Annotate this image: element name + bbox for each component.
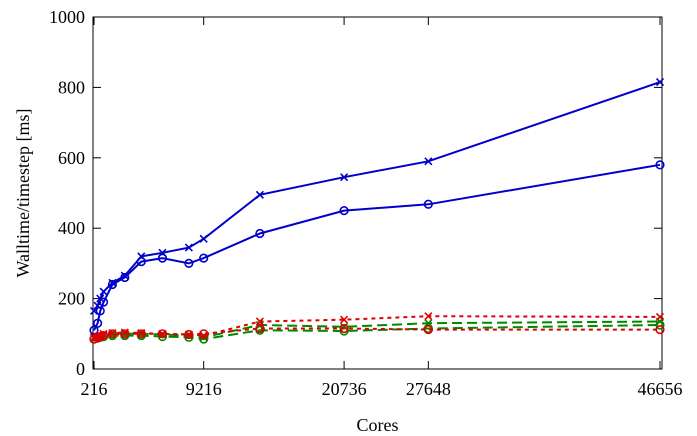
point-o-marker <box>136 329 146 339</box>
series-1 <box>89 78 665 315</box>
point-o-marker <box>255 323 265 334</box>
point-x-marker <box>255 317 264 326</box>
point-o-marker <box>199 329 209 339</box>
y-tick-label: 600 <box>58 148 85 168</box>
point-o-marker <box>184 329 194 340</box>
point-o-marker <box>107 329 118 339</box>
x-axis-title: Cores <box>357 415 399 435</box>
point-o-marker <box>199 253 209 263</box>
point-o-marker <box>423 324 433 335</box>
point-o-marker <box>655 324 665 335</box>
point-x-marker <box>424 157 433 166</box>
point-o-marker <box>98 297 109 307</box>
y-tick-label: 800 <box>58 77 85 97</box>
series-4 <box>89 320 665 344</box>
point-o-marker <box>120 329 130 339</box>
series-line <box>93 163 661 331</box>
series-3 <box>89 317 665 343</box>
point-o-marker <box>98 330 109 341</box>
point-x-marker <box>340 315 349 324</box>
x-tick-label: 27648 <box>406 379 451 399</box>
point-o-marker <box>95 306 105 316</box>
point-x-marker <box>199 234 208 243</box>
point-o-marker <box>184 258 194 269</box>
point-x-marker <box>655 312 665 321</box>
point-o-marker <box>339 206 349 216</box>
x-tick-label: 46656 <box>638 379 683 399</box>
y-tick-label: 1000 <box>49 7 85 27</box>
series-line <box>93 81 661 312</box>
series-line <box>93 327 660 341</box>
series-2 <box>89 160 665 335</box>
y-tick-label: 0 <box>76 359 85 379</box>
series-line <box>93 324 661 341</box>
point-o-marker <box>157 253 168 263</box>
point-o-marker <box>423 199 433 209</box>
point-x-marker <box>424 312 433 321</box>
point-x-marker <box>108 278 117 287</box>
point-o-marker <box>93 318 103 328</box>
x-tick-label: 20736 <box>322 379 367 399</box>
x-tick-label: 216 <box>81 379 108 399</box>
point-x-marker <box>99 287 108 296</box>
y-tick-label: 400 <box>58 218 85 238</box>
point-o-marker <box>136 257 146 267</box>
series-6 <box>89 323 665 344</box>
point-x-marker <box>655 78 665 87</box>
point-o-marker <box>107 279 118 290</box>
axis-ticks: 0 200 400 600 800 1000 216 9216 20736 27648 46656 <box>49 7 683 399</box>
point-x-marker <box>340 173 349 182</box>
point-x-marker <box>184 243 193 252</box>
point-o-marker <box>339 323 349 334</box>
point-o-marker <box>157 329 168 339</box>
point-x-marker <box>96 294 105 303</box>
y-axis-title: Walltime/timestep [ms] <box>13 108 33 277</box>
series-group <box>89 78 665 344</box>
point-o-marker <box>655 160 665 170</box>
point-o-marker <box>120 272 130 283</box>
point-o-marker <box>655 320 665 330</box>
point-x-marker <box>255 190 264 199</box>
plot-frame <box>92 16 663 370</box>
point-o-marker <box>255 228 265 239</box>
y-tick-label: 200 <box>58 289 85 309</box>
x-tick-label: 9216 <box>186 379 222 399</box>
